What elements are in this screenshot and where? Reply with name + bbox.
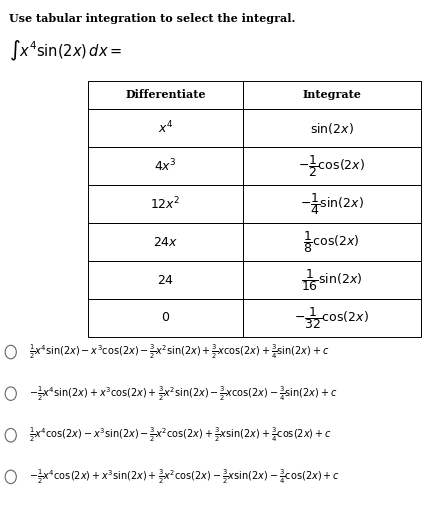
Text: $24x$: $24x$ — [153, 236, 178, 249]
Bar — [88, 261, 243, 299]
Bar — [243, 299, 421, 337]
Bar — [243, 261, 421, 299]
Text: Integrate: Integrate — [302, 89, 361, 100]
Text: $-\dfrac{1}{2}\cos(2x)$: $-\dfrac{1}{2}\cos(2x)$ — [298, 153, 365, 179]
Bar — [243, 109, 421, 147]
Bar — [88, 109, 243, 147]
Text: $-\dfrac{1}{4}\sin(2x)$: $-\dfrac{1}{4}\sin(2x)$ — [300, 191, 364, 217]
Text: $-\dfrac{1}{32}\cos(2x)$: $-\dfrac{1}{32}\cos(2x)$ — [294, 305, 369, 331]
Bar — [243, 185, 421, 223]
Text: $-\frac{1}{2}x^4\sin(2x) + x^3\cos(2x) + \frac{3}{2}x^2\sin(2x) - \frac{3}{2}x\c: $-\frac{1}{2}x^4\sin(2x) + x^3\cos(2x) +… — [29, 384, 338, 403]
Bar — [243, 81, 421, 109]
Text: Use tabular integration to select the integral.: Use tabular integration to select the in… — [9, 13, 295, 24]
Text: $\int x^4 \sin(2x)\, dx =$: $\int x^4 \sin(2x)\, dx =$ — [9, 39, 122, 63]
Text: $\sin(2x)$: $\sin(2x)$ — [310, 121, 354, 136]
Bar — [88, 299, 243, 337]
Bar — [243, 147, 421, 185]
Text: $-\frac{1}{2}x^4\cos(2x) + x^3\sin(2x) + \frac{3}{2}x^2\cos(2x) - \frac{3}{2}x\s: $-\frac{1}{2}x^4\cos(2x) + x^3\sin(2x) +… — [29, 467, 340, 486]
Text: $\frac{1}{2}x^4\sin(2x) - x^3\cos(2x) - \frac{3}{2}x^2\sin(2x) + \frac{3}{2}x\co: $\frac{1}{2}x^4\sin(2x) - x^3\cos(2x) - … — [29, 343, 330, 361]
Text: $x^4$: $x^4$ — [158, 120, 173, 136]
Text: $0$: $0$ — [161, 311, 170, 324]
Text: Differentiate: Differentiate — [125, 89, 206, 100]
Bar — [243, 223, 421, 261]
Text: $\dfrac{1}{16}\sin(2x)$: $\dfrac{1}{16}\sin(2x)$ — [301, 267, 362, 293]
Bar — [88, 223, 243, 261]
Bar — [88, 185, 243, 223]
Text: $24$: $24$ — [157, 274, 174, 287]
Text: $\dfrac{1}{8}\cos(2x)$: $\dfrac{1}{8}\cos(2x)$ — [304, 229, 360, 255]
Text: $\frac{1}{2}x^4\cos(2x) - x^3\sin(2x) - \frac{3}{2}x^2\cos(2x) + \frac{3}{2}x\si: $\frac{1}{2}x^4\cos(2x) - x^3\sin(2x) - … — [29, 426, 332, 445]
Bar — [88, 81, 243, 109]
Text: $12x^2$: $12x^2$ — [150, 196, 181, 212]
Text: $4x^3$: $4x^3$ — [154, 158, 177, 174]
Bar — [88, 147, 243, 185]
